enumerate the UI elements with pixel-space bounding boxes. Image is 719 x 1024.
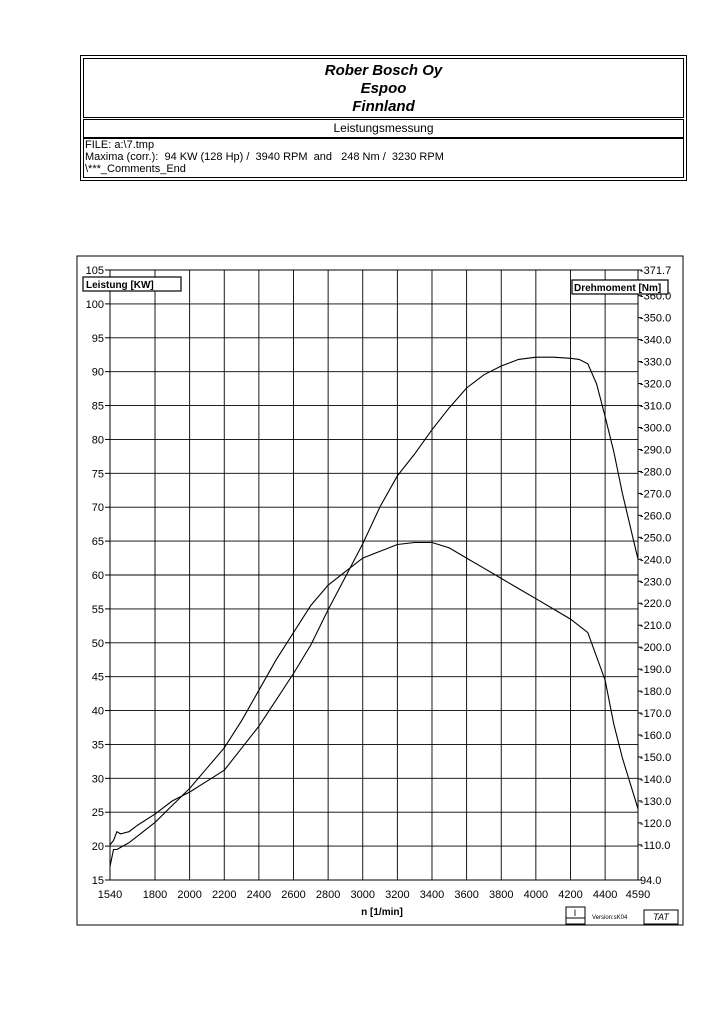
y-right-tick-label: -310.0 xyxy=(640,401,671,413)
y-left-tick-label: 45 xyxy=(92,672,104,684)
power-curve xyxy=(109,541,639,867)
y-right-tick-label: -290.0 xyxy=(640,444,671,456)
y-right-tick-label: -210.0 xyxy=(640,620,671,632)
x-tick-label: 3000 xyxy=(351,889,375,901)
y-left-tick-label: 25 xyxy=(92,807,104,819)
y-right-tick-label: -320.0 xyxy=(640,379,671,391)
x-tick-label: 4000 xyxy=(524,889,548,901)
y-left-tick-label: 50 xyxy=(92,638,104,650)
y-right-tick-label: -200.0 xyxy=(640,642,671,654)
x-tick-label: 2000 xyxy=(177,889,201,901)
footer-marker-sub-box xyxy=(565,917,586,925)
footer-marker: I xyxy=(574,908,577,918)
y-left-tick-label: 30 xyxy=(92,773,104,785)
y-right-tick-label: -280.0 xyxy=(640,466,671,478)
report-header: Rober Bosch Oy Espoo Finnland Leistungsm… xyxy=(80,55,687,181)
y-right-tick-label: -220.0 xyxy=(640,598,671,610)
y-left-tick-label: 70 xyxy=(92,502,104,514)
y-right-tick-label: -350.0 xyxy=(640,313,671,325)
y-left-tick-label: 60 xyxy=(92,570,104,582)
x-tick-label: 3600 xyxy=(454,889,478,901)
y-right-tick-label: -150.0 xyxy=(640,752,671,764)
y-right-tick-label: -250.0 xyxy=(640,532,671,544)
y-right-tick-label: -330.0 xyxy=(640,357,671,369)
y-left-tick-label: 95 xyxy=(92,333,104,345)
company-title-box: Rober Bosch Oy Espoo Finnland xyxy=(83,58,684,118)
y-right-tick-label: -130.0 xyxy=(640,796,671,808)
x-tick-label: 2600 xyxy=(281,889,305,901)
x-tick-label: 2800 xyxy=(316,889,340,901)
x-tick-label: 4200 xyxy=(558,889,582,901)
y-left-tick-label: 90 xyxy=(92,367,104,379)
right-axis-label-box xyxy=(571,279,669,295)
tat-label: TAT xyxy=(653,912,670,922)
left-axis-label: Leistung [KW] xyxy=(86,280,154,291)
y-left-tick-label: 75 xyxy=(92,468,104,480)
comments-line: \***_Comments_End xyxy=(85,163,186,175)
version-label: Version:sK04 xyxy=(592,915,628,921)
info-box: FILE: a:\7.tmp Maxima (corr.): 94 KW (12… xyxy=(83,138,684,178)
company-city: Espoo xyxy=(360,80,407,97)
tat-box xyxy=(643,909,679,925)
x-tick-label: 1800 xyxy=(143,889,167,901)
report-subtitle: Leistungsmessung xyxy=(83,119,684,138)
y-left-tick-label: 65 xyxy=(92,536,104,548)
x-tick-label: 2200 xyxy=(212,889,236,901)
x-tick-label: 4400 xyxy=(593,889,617,901)
y-right-tick-label: -340.0 xyxy=(640,335,671,347)
company-name: Rober Bosch Oy xyxy=(324,62,443,79)
y-left-tick-label: 20 xyxy=(92,841,104,853)
y-right-tick-label: -230.0 xyxy=(640,576,671,588)
series-layer xyxy=(109,356,639,867)
y-left-tick-label: 40 xyxy=(92,706,104,718)
y-right-tick-label: -300.0 xyxy=(640,422,671,434)
y-right-tick-label: -180.0 xyxy=(640,686,671,698)
x-tick-label: 3800 xyxy=(489,889,513,901)
x-tick-label: 3200 xyxy=(385,889,409,901)
y-left-tick-label: 105 xyxy=(86,265,104,277)
axes: 1540 1800 2000 2200 2400 2600 2800 3000 3200 3400… xyxy=(86,265,672,901)
file-line: FILE: a:\7.tmp xyxy=(85,139,155,151)
x-axis-label: n [1/min] xyxy=(361,907,403,918)
y-left-tick-label: 15 xyxy=(92,875,104,887)
x-tick-label: 4590 xyxy=(626,889,650,901)
y-right-tick-label: -190.0 xyxy=(640,664,671,676)
y-left-tick-label: 55 xyxy=(92,604,104,616)
torque-curve xyxy=(109,356,639,846)
y-left-tick-label: 100 xyxy=(86,299,104,311)
y-right-tick-label: -120.0 xyxy=(640,818,671,830)
y-left-tick-label: 80 xyxy=(92,434,104,446)
left-axis-label-box xyxy=(82,276,182,292)
y-left-tick-label: 85 xyxy=(92,401,104,413)
x-tick-label: 1540 xyxy=(98,889,122,901)
y-right-tick-label: -270.0 xyxy=(640,488,671,500)
right-axis-label: Drehmoment [Nm] xyxy=(574,283,661,294)
chart-frame xyxy=(76,255,684,926)
x-tick-label: 2400 xyxy=(247,889,271,901)
y-left-tick-label: 35 xyxy=(92,739,104,751)
y-right-tick-label: -140.0 xyxy=(640,774,671,786)
y-right-tick-label: -110.0 xyxy=(640,840,670,852)
y-right-tick-label: -240.0 xyxy=(640,554,671,566)
company-country: Finnland xyxy=(352,98,415,115)
y-right-tick-label: -371.7 xyxy=(640,265,671,277)
maxima-line: Maxima (corr.): 94 KW (128 Hp) / 3940 RP… xyxy=(85,151,444,163)
y-right-tick-label: -260.0 xyxy=(640,510,671,522)
x-tick-label: 3400 xyxy=(420,889,444,901)
y-right-tick-label: -170.0 xyxy=(640,708,671,720)
y-right-tick-label: -160.0 xyxy=(640,730,671,742)
y-right-tick-label: 94.0 xyxy=(640,875,661,887)
